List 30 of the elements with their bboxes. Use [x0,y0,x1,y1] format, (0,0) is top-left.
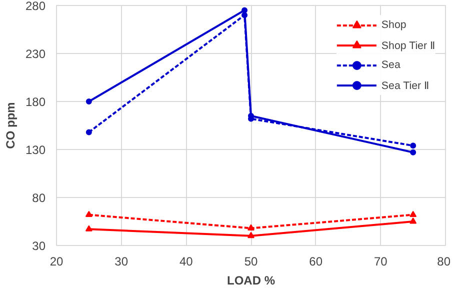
y-tick-label: 230 [25,47,46,61]
point [248,224,254,230]
legend-label: Shop Tier Ⅱ [381,38,435,52]
x-axis-title: LOAD % [227,274,276,288]
x-tick-label: 30 [114,254,128,268]
y-axis-title: CO ppm [3,102,18,149]
legend-label: Sea [381,59,402,71]
point [86,129,92,136]
point [242,7,248,14]
point [248,232,254,238]
x-tick-label: 60 [309,254,323,268]
point [410,142,416,149]
point [85,210,92,218]
point [86,98,92,104]
y-tick-label: 130 [25,143,46,157]
y-tick-label: 180 [25,95,46,109]
x-tick-label: 50 [244,254,258,268]
x-tick-label: 80 [437,254,451,268]
legend-label: Sea Tier Ⅱ [381,78,430,92]
y-tick-label: 80 [32,191,46,205]
x-tick-label: 20 [50,254,64,268]
x-tick-label: 40 [179,254,194,268]
point [410,210,417,218]
point [85,225,92,232]
legend-label: Shop [381,19,406,31]
x-tick-label: 70 [374,254,388,268]
point [410,149,416,156]
y-tick-label: 280 [25,0,46,13]
point [410,218,417,224]
y-tick-label: 30 [32,239,46,253]
